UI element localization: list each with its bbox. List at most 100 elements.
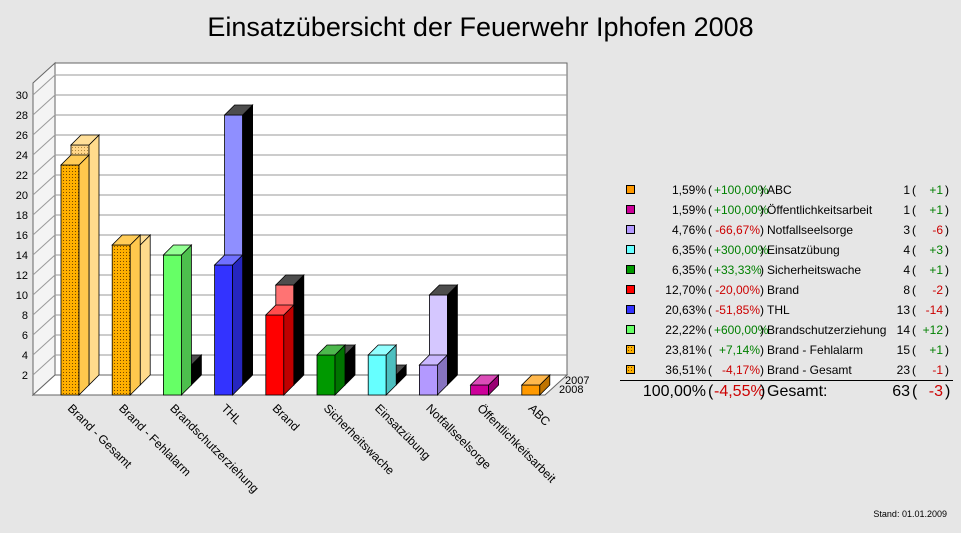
legend-paren: ) <box>945 243 949 257</box>
legend-paren: ( <box>912 283 916 297</box>
legend-delta: +3 <box>929 243 943 257</box>
legend-paren: ( <box>708 243 712 257</box>
legend-paren: ( <box>708 263 712 277</box>
legend-paren: ) <box>760 263 764 277</box>
legend-row: 23,81%(+7,14%) Brand - Fehlalarm 15(+1) <box>620 340 956 360</box>
legend-delta: +1 <box>929 203 943 217</box>
gridline <box>32 114 567 136</box>
series-label-2008: 2008 <box>559 384 583 396</box>
legend-paren: ( <box>912 243 916 257</box>
legend-label: Brand <box>767 283 800 297</box>
bar-2008 <box>469 374 500 396</box>
legend-swatch <box>626 365 635 374</box>
gridline <box>32 274 567 296</box>
legend-row: 1,59%(+100,00%) Öffentlichkeitsarbeit 1(+1… <box>620 200 956 220</box>
legend-swatch <box>626 285 635 294</box>
bar-side <box>129 234 141 396</box>
legend-swatch <box>626 245 635 254</box>
legend-percent: 36,51% <box>665 363 706 377</box>
legend-count: 4 <box>903 263 910 277</box>
legend-count: 8 <box>903 283 910 297</box>
x-axis-label: Brandschutzerziehung <box>167 401 261 495</box>
bar-side <box>139 234 151 386</box>
legend-delta: -2 <box>932 283 943 297</box>
legend-count: 14 <box>896 323 910 337</box>
bar-front <box>316 354 336 396</box>
legend-paren: ) <box>945 323 949 337</box>
legend-change: +100,00% <box>714 183 769 197</box>
legend-total-row: 100,00% ( -4,55% ) Gesamt: 63 ( -3 ) <box>620 382 956 402</box>
legend-delta: -1 <box>932 363 943 377</box>
legend-paren: ) <box>760 183 764 197</box>
bar-front <box>111 244 131 396</box>
y-tick-label: 2 <box>22 370 28 382</box>
legend-delta: +1 <box>929 263 943 277</box>
bar-front <box>470 384 490 396</box>
legend-percent: 20,63% <box>665 303 706 317</box>
legend-change: +300,00% <box>714 243 769 257</box>
y-tick-label: 30 <box>16 90 28 102</box>
legend-paren: ) <box>945 363 949 377</box>
legend-change: +33,33% <box>714 263 762 277</box>
legend-label: Öffentlichkeitsarbeit <box>767 203 873 217</box>
legend-paren: ) <box>760 203 764 217</box>
total-label: Gesamt: <box>767 383 828 400</box>
legend-delta: -14 <box>925 303 943 317</box>
y-tick-label: 28 <box>16 110 28 122</box>
y-tick-label: 18 <box>16 210 28 222</box>
legend-row: 12,70%(-20,00%) Brand 8(-2) <box>620 280 956 300</box>
legend-count: 1 <box>903 183 910 197</box>
legend-percent: 1,59% <box>671 183 706 197</box>
bar-side <box>283 304 295 396</box>
legend-paren: ( <box>912 203 916 217</box>
y-tick-label: 10 <box>16 290 28 302</box>
legend-paren: ) <box>760 343 764 357</box>
bar-top <box>213 254 244 266</box>
x-axis-label: Brand <box>270 401 303 434</box>
legend-paren: ) <box>760 363 764 377</box>
gridline <box>32 74 567 96</box>
legend-paren: ) <box>760 323 764 337</box>
bar-side <box>232 254 244 396</box>
bar-2008 <box>111 234 142 396</box>
legend-paren: ( <box>912 303 916 317</box>
legend-label: Brand - Fehlalarm <box>767 343 864 357</box>
y-tick-label: 12 <box>16 270 28 282</box>
legend-count: 3 <box>903 223 910 237</box>
legend-percent: 1,59% <box>671 203 706 217</box>
legend-count: 1 <box>903 203 910 217</box>
footnote-date: Stand: 01.01.2009 <box>873 509 947 519</box>
legend-paren: ) <box>760 223 764 237</box>
legend-count: 15 <box>896 343 910 357</box>
y-tick-label: 8 <box>22 310 28 322</box>
legend-paren: ( <box>708 343 712 357</box>
legend-paren: ( <box>912 363 916 377</box>
legend-row: 1,59%(+100,00%) ABC 1(+1) <box>620 180 956 200</box>
y-tick-label: 6 <box>22 330 28 342</box>
total-percent: 100,00% <box>642 383 706 400</box>
bar-2008 <box>162 244 193 396</box>
legend-percent: 23,81% <box>665 343 706 357</box>
bar-top <box>520 374 551 386</box>
bar-side <box>88 134 100 386</box>
legend-paren: ) <box>760 243 764 257</box>
legend-paren: ) <box>945 303 949 317</box>
gridline <box>32 254 567 276</box>
bar-2008 <box>264 304 295 396</box>
legend-swatch <box>626 225 635 234</box>
grid-lines <box>32 74 567 376</box>
gridline <box>32 234 567 256</box>
legend-paren: ( <box>708 363 712 377</box>
legend-label: Brandschutzerziehung <box>767 323 887 337</box>
legend-label: ABC <box>767 183 792 197</box>
gridline <box>32 134 567 156</box>
bar-side <box>180 244 192 396</box>
bar-top <box>264 304 295 316</box>
gridline <box>32 194 567 216</box>
bar-front <box>265 314 285 396</box>
legend-paren: ( <box>708 203 712 217</box>
bar-2008 <box>367 344 398 396</box>
